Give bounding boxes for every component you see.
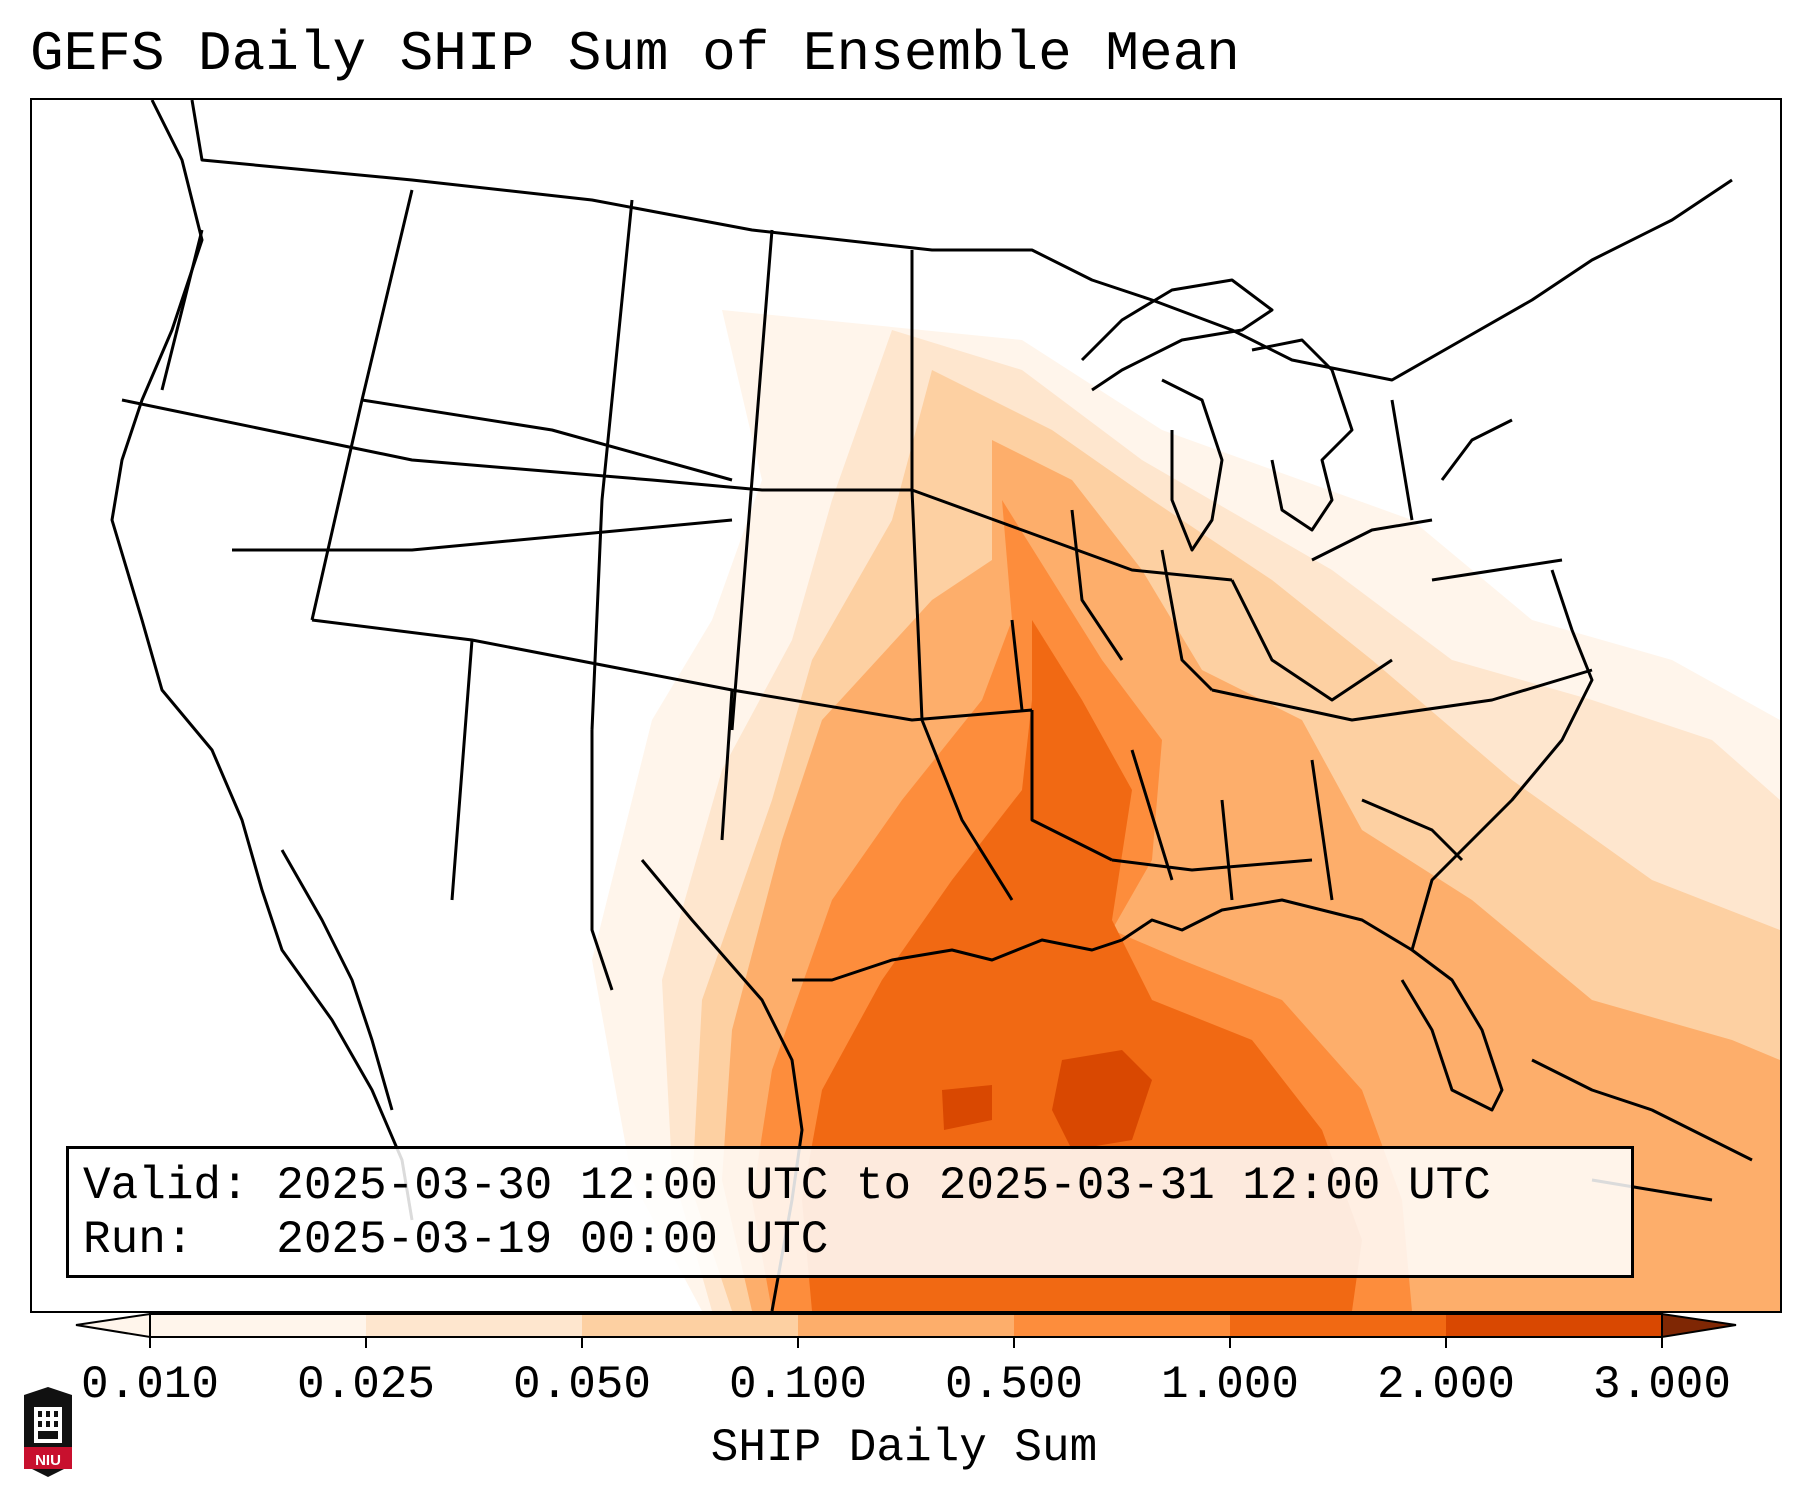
colorbar-segments bbox=[150, 1314, 1663, 1337]
colorbar-under-arrow bbox=[75, 1312, 151, 1339]
colorbar bbox=[75, 1312, 1737, 1348]
colorbar-tick-label: 0.500 bbox=[944, 1359, 1084, 1411]
map-title: GEFS Daily SHIP Sum of Ensemble Mean bbox=[30, 22, 1240, 86]
run-time-line: Run: 2025-03-19 00:00 UTC bbox=[83, 1214, 829, 1266]
ship-contour-2-000 bbox=[942, 1050, 1152, 1150]
colorbar-segment bbox=[798, 1314, 1015, 1337]
colorbar-tick-label: 3.000 bbox=[1592, 1359, 1732, 1411]
coastline bbox=[110, 100, 1594, 1311]
ship-contour-1-000 bbox=[802, 620, 1362, 1311]
colorbar-label: SHIP Daily Sum bbox=[710, 1422, 1098, 1474]
colorbar-segment bbox=[1446, 1314, 1663, 1337]
valid-time-line: Valid: 2025-03-30 12:00 UTC to 2025-03-3… bbox=[83, 1160, 1491, 1212]
colorbar-segment bbox=[366, 1314, 583, 1337]
ship-shading bbox=[592, 310, 1780, 1311]
colorbar-segment bbox=[1014, 1314, 1231, 1337]
colorbar-tick-label: 0.050 bbox=[512, 1359, 652, 1411]
logo-text: NIU bbox=[35, 1452, 61, 1469]
boundaries bbox=[110, 100, 1753, 1311]
state-borders bbox=[121, 189, 1593, 991]
colorbar-segment bbox=[582, 1314, 799, 1337]
colorbar-tick-label: 0.025 bbox=[296, 1359, 436, 1411]
colorbar-ticks bbox=[149, 1337, 1663, 1348]
colorbar-segment bbox=[1230, 1314, 1447, 1337]
colorbar-tick-label: 0.010 bbox=[80, 1359, 220, 1411]
info-box: Valid: 2025-03-30 12:00 UTC to 2025-03-3… bbox=[66, 1146, 1634, 1278]
colorbar-over-arrow bbox=[1661, 1312, 1737, 1339]
colorbar-tick-label: 2.000 bbox=[1376, 1359, 1516, 1411]
colorbar-frame bbox=[149, 1313, 1663, 1338]
canada-us-border bbox=[190, 100, 1733, 382]
map-panel bbox=[30, 98, 1782, 1313]
niu-logo: NIU bbox=[24, 1387, 72, 1477]
great-lakes-outline bbox=[1080, 278, 1513, 562]
colorbar-tick-label: 0.100 bbox=[728, 1359, 868, 1411]
colorbar-tick-label: 1.000 bbox=[1160, 1359, 1300, 1411]
map-canvas bbox=[110, 100, 1780, 1311]
colorbar-segment bbox=[150, 1314, 367, 1337]
